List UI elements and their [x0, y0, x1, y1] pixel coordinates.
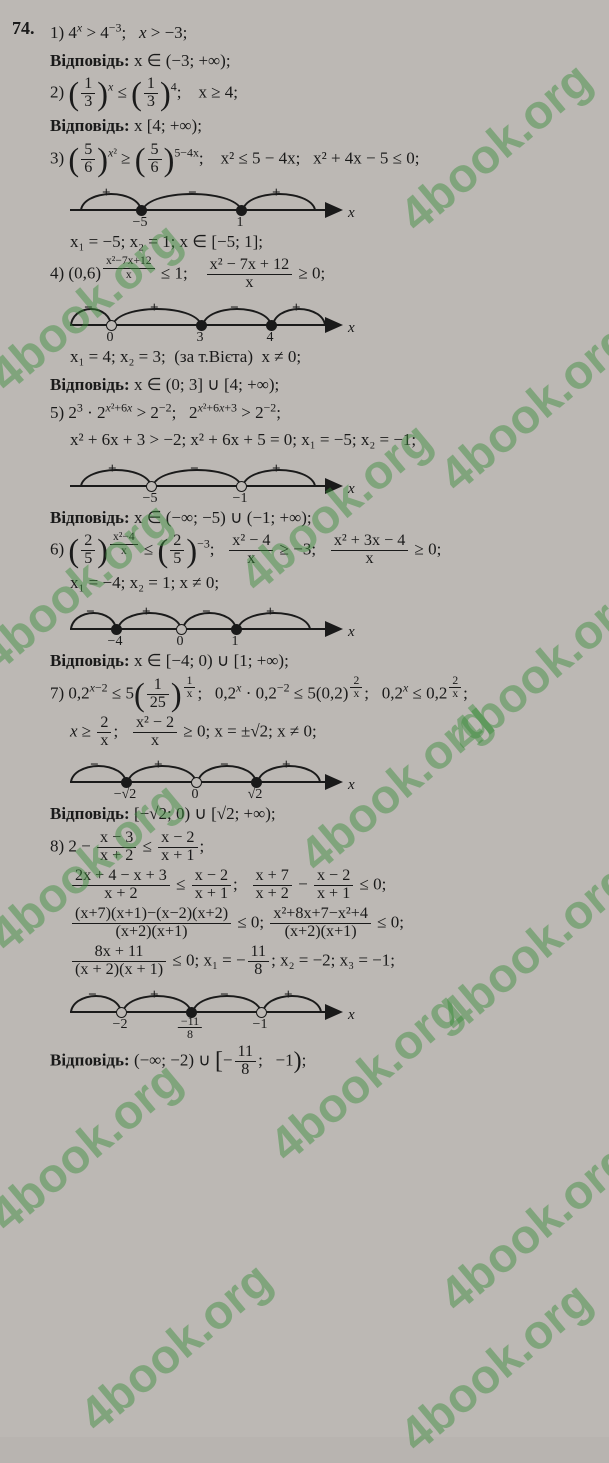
problem-number: 74. — [12, 18, 35, 39]
p1-answer: Відповідь: x ∈ (−3; +∞); — [50, 49, 585, 74]
p8-signline: x−+−+−2−118−1 — [70, 985, 585, 1041]
p3-roots: x₁ = −5; x₂ = 1; x ∈ [−5; 1]; — [50, 230, 585, 255]
p8-answer: Відповідь: (−∞; −2) ∪ [−118; −1); — [50, 1044, 585, 1079]
p6-answer: Відповідь: x ∈ [−4; 0) ∪ [1; +∞); — [50, 649, 585, 674]
p7-l2: x ≥ 2x; x² − 2x ≥ 0; x = ±√2; x ≠ 0; — [50, 715, 585, 750]
p5-answer: Відповідь: x ∈ (−∞; −5) ∪ (−1; +∞); — [50, 506, 585, 531]
p7-l1: 7) 0,2x−2 ≤ 5(125)1x; 0,2x · 0,2−2 ≤ 5(0… — [50, 677, 585, 712]
p1-expr: 1) 4x > 4−3; x > −3; — [50, 21, 585, 46]
p4-roots: x₁ = 4; x₂ = 3; (за т.Вієта) x ≠ 0; — [50, 345, 585, 370]
p7-answer: Відповідь: [−√2; 0) ∪ [√2; +∞); — [50, 802, 585, 827]
p3-expr: 3) (56)x² ≥ (56)5−4x; x² ≤ 5 − 4x; x² + … — [50, 142, 585, 177]
p5-signline: x+−+−5−1 — [70, 459, 585, 503]
p4-signline: x−+−+034 — [70, 298, 585, 342]
p4-expr: 4) (0,6)x²−7x+12x ≤ 1; x² − 7x + 12x ≥ 0… — [50, 257, 585, 292]
p3-signline: x+−+−51 — [70, 183, 585, 227]
p8-l2: 2x + 4 − x + 3x + 2 ≤ x − 2x + 1; x + 7x… — [50, 868, 585, 903]
p8-l3: (x+7)(x+1)−(x−2)(x+2)(x+2)(x+1) ≤ 0; x²+… — [50, 906, 585, 941]
p6-expr: 6) (25)x²−4x ≤ (25)−3; x² − 4x ≥ −3; x² … — [50, 533, 585, 568]
p4-answer: Відповідь: x ∈ (0; 3] ∪ [4; +∞); — [50, 373, 585, 398]
p5-l1: 5) 23 · 2x²+6x > 2−2; 2x²+6x+3 > 2−2; — [50, 401, 585, 426]
p8-l1: 8) 2 − x − 3x + 2 ≤ x − 2x + 1; — [50, 830, 585, 865]
p5-l2: x² + 6x + 3 > −2; x² + 6x + 5 = 0; x₁ = … — [50, 428, 585, 453]
p2-answer: Відповідь: x [4; +∞); — [50, 114, 585, 139]
p7-signline: x−+−+−√20√2 — [70, 755, 585, 799]
p8-l4: 8x + 11(x + 2)(x + 1) ≤ 0; x₁ = −118; x₂… — [50, 944, 585, 979]
p2-expr: 2) (13)x ≤ (13)4; x ≥ 4; — [50, 76, 585, 111]
p6-signline: x−+−+−401 — [70, 602, 585, 646]
page-container: 74. 1) 4x > 4−3; x > −3; Відповідь: x ∈ … — [0, 0, 609, 1437]
p6-roots: x₁ = −4; x₂ = 1; x ≠ 0; — [50, 571, 585, 596]
